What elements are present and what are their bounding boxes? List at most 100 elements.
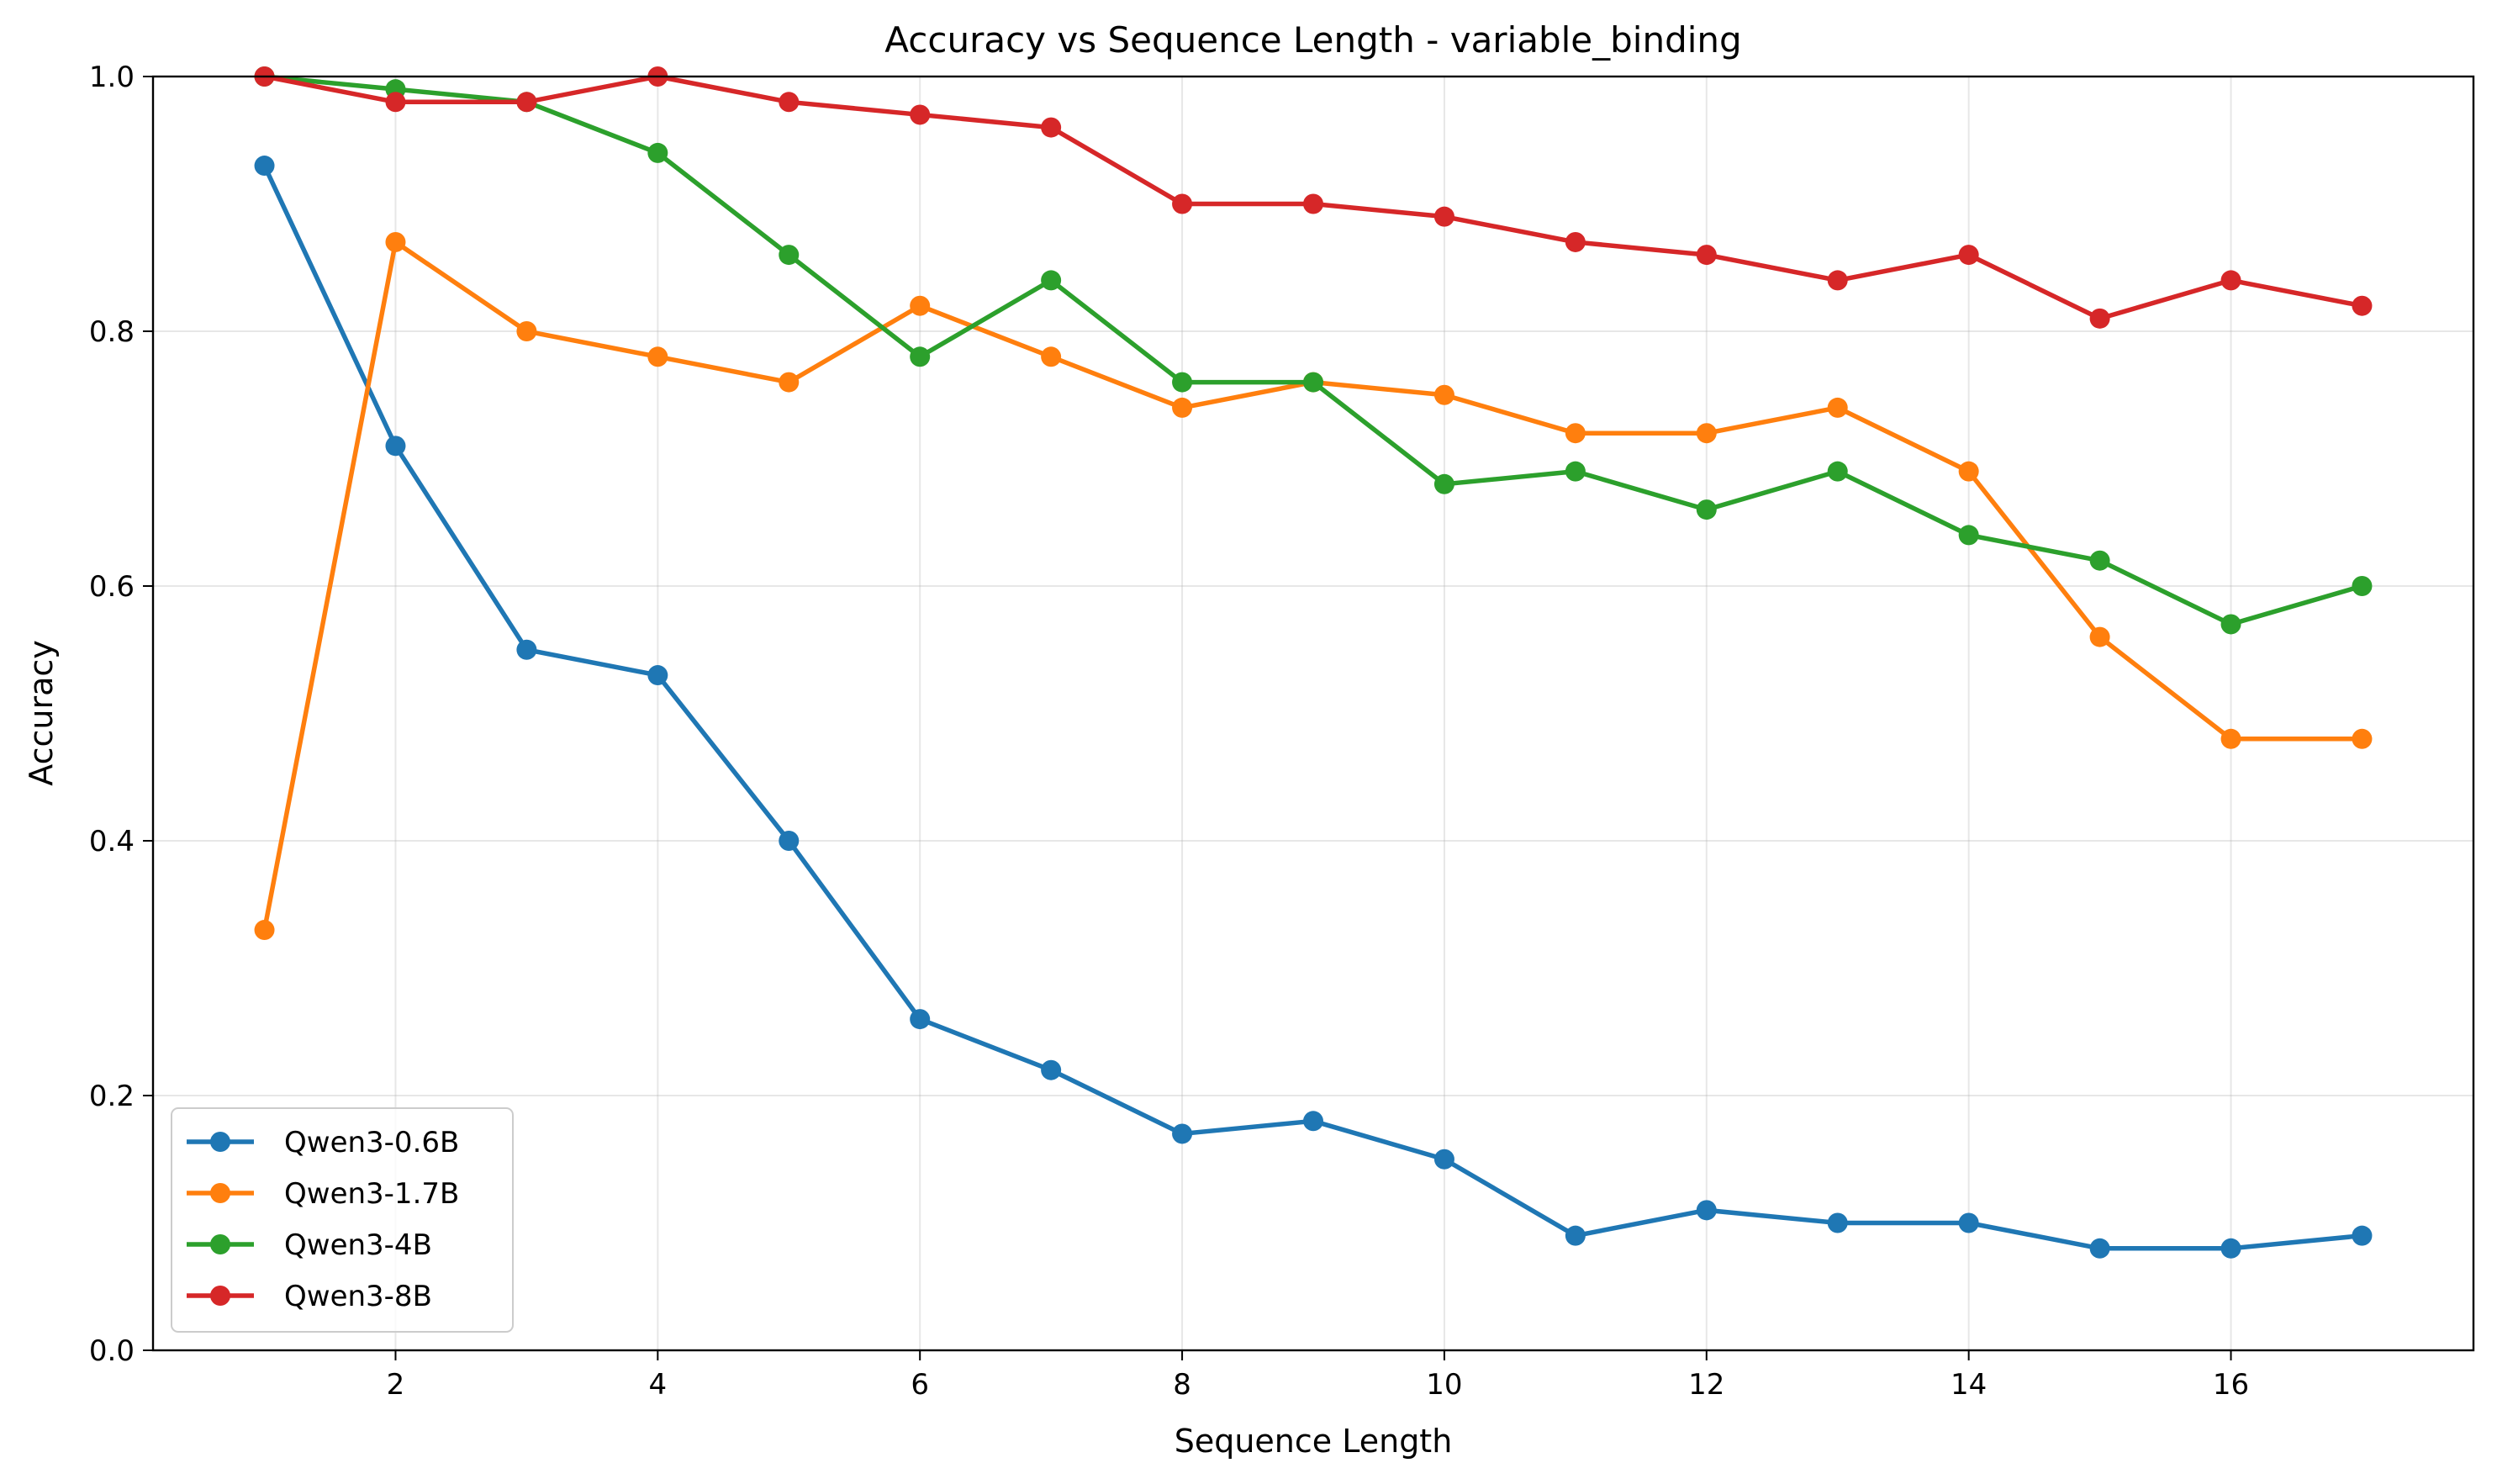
plot-area [254, 66, 2373, 1259]
data-point [647, 346, 668, 367]
y-tick-label: 1.0 [89, 61, 135, 94]
y-tick-label: 0.4 [89, 825, 135, 858]
data-point [1172, 193, 1193, 214]
data-point [1433, 384, 1454, 405]
data-point [1303, 1111, 1323, 1132]
data-point [1696, 423, 1717, 444]
data-point [2089, 550, 2110, 571]
data-point [910, 295, 931, 316]
data-point [2089, 308, 2110, 329]
legend-item: Qwen3-8B [187, 1280, 432, 1313]
data-point [779, 831, 800, 851]
data-point [1433, 206, 1454, 227]
x-tick-label: 6 [911, 1368, 929, 1402]
data-point [910, 346, 931, 367]
data-point [254, 156, 275, 177]
legend-marker [210, 1183, 230, 1203]
legend-label: Qwen3-0.6B [284, 1126, 459, 1159]
legend-item: Qwen3-1.7B [187, 1177, 459, 1211]
legend-label: Qwen3-8B [284, 1280, 432, 1313]
data-point [1696, 245, 1717, 266]
data-point [1433, 1149, 1454, 1170]
data-point [1958, 525, 1979, 546]
data-point [1303, 193, 1323, 214]
legend-marker [210, 1234, 230, 1254]
data-point [647, 665, 668, 686]
legend-marker [210, 1286, 230, 1306]
data-point [1565, 231, 1586, 252]
data-point [2089, 626, 2110, 647]
data-point [516, 639, 537, 660]
x-axis: 2 4 6 8 10 12 14 16 [387, 1350, 2249, 1402]
legend-label: Qwen3-1.7B [284, 1177, 459, 1211]
data-point [2220, 270, 2241, 291]
data-point [779, 372, 800, 393]
data-point [1041, 346, 1062, 367]
chart-title: Accuracy vs Sequence Length - variable_b… [884, 19, 1741, 61]
legend-label: Qwen3-4B [284, 1228, 432, 1262]
data-point [1565, 461, 1586, 482]
data-point [910, 104, 931, 125]
data-point [1827, 461, 1848, 482]
y-axis-label: Accuracy [23, 640, 60, 786]
x-tick-label: 10 [1426, 1368, 1462, 1402]
data-point [1565, 423, 1586, 444]
data-point [1958, 245, 1979, 266]
legend-marker [210, 1132, 230, 1152]
data-point [779, 92, 800, 113]
data-point [2352, 728, 2373, 749]
data-point [1827, 397, 1848, 418]
x-tick-label: 4 [649, 1368, 668, 1402]
data-point [1041, 1059, 1062, 1080]
data-point [2352, 295, 2373, 316]
x-axis-label: Sequence Length [1175, 1423, 1453, 1460]
data-point [1827, 270, 1848, 291]
data-point [2220, 728, 2241, 749]
legend: Qwen3-0.6B Qwen3-1.7B Qwen3-4B Qwen3-8B [171, 1107, 514, 1333]
data-point [1172, 1123, 1193, 1144]
data-point [385, 231, 406, 252]
data-point [1433, 473, 1454, 494]
y-tick-label: 0.0 [89, 1334, 135, 1368]
data-point [2089, 1238, 2110, 1259]
data-point [2220, 614, 2241, 635]
data-point [516, 321, 537, 341]
data-point [1041, 270, 1062, 291]
x-tick-label: 2 [387, 1368, 405, 1402]
legend-item: Qwen3-4B [187, 1228, 432, 1262]
data-point [910, 1009, 931, 1030]
data-point [516, 92, 537, 113]
data-point [254, 920, 275, 941]
y-tick-label: 0.6 [89, 570, 135, 604]
series-Qwen3-8B [254, 66, 2373, 329]
data-point [2220, 1238, 2241, 1259]
data-point [1041, 117, 1062, 138]
data-point [779, 245, 800, 266]
data-point [1696, 499, 1717, 520]
data-point [2352, 1225, 2373, 1246]
legend-box [171, 1107, 514, 1333]
data-point [1958, 1212, 1979, 1233]
data-point [2352, 576, 2373, 596]
data-point [1827, 1212, 1848, 1233]
y-tick-label: 0.8 [89, 315, 135, 349]
data-point [385, 436, 406, 457]
legend-item: Qwen3-0.6B [187, 1126, 459, 1159]
data-point [1303, 372, 1323, 393]
x-tick-label: 16 [2213, 1368, 2249, 1402]
data-point [1696, 1200, 1717, 1221]
y-tick-label: 0.2 [89, 1080, 135, 1113]
x-tick-label: 8 [1173, 1368, 1191, 1402]
data-point [1565, 1225, 1586, 1246]
data-point [647, 142, 668, 163]
axes-frame [151, 75, 2475, 1352]
data-point [385, 92, 406, 113]
data-point [1172, 397, 1193, 418]
data-point [1172, 372, 1193, 393]
x-tick-label: 14 [1951, 1368, 1987, 1402]
x-tick-label: 12 [1688, 1368, 1724, 1402]
series-Qwen3-0.6B [254, 156, 2373, 1259]
y-axis: 0.0 0.2 0.4 0.6 0.8 1.0 [89, 61, 153, 1368]
data-point [1958, 461, 1979, 482]
